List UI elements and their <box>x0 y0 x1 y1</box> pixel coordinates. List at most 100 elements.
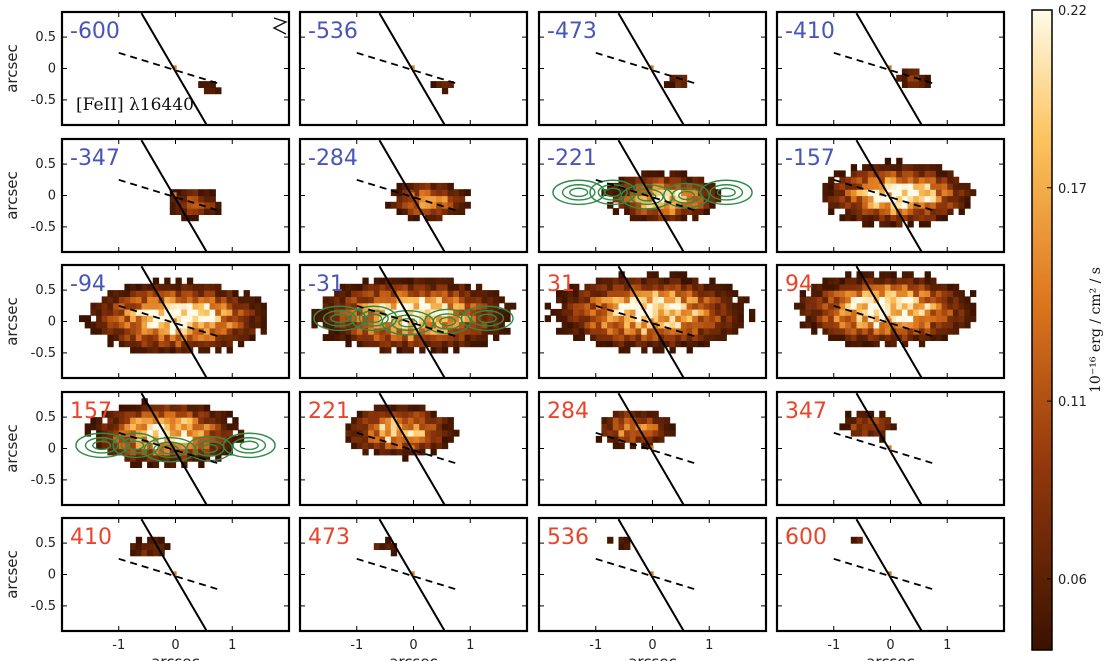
flux-pixel <box>209 208 216 215</box>
flux-pixel <box>430 189 437 197</box>
flux-pixel <box>624 208 631 215</box>
flux-pixel <box>175 308 182 316</box>
flux-pixel <box>209 81 216 88</box>
flux-pixel <box>612 182 620 190</box>
flux-pixel <box>447 340 454 348</box>
flux-pixel <box>243 334 250 341</box>
flux-pixel <box>141 346 148 354</box>
flux-pixel <box>629 334 637 341</box>
flux-pixel <box>839 327 846 335</box>
flux-pixel <box>873 334 880 341</box>
flux-pixel <box>732 290 739 297</box>
flux-pixel <box>158 315 165 323</box>
flux-pixel <box>601 334 608 341</box>
flux-pixel <box>856 327 863 335</box>
flux-pixel <box>845 208 852 215</box>
flux-pixel <box>862 296 869 304</box>
flux-pixel <box>873 176 880 184</box>
x-axis-title: arcsec <box>389 653 438 661</box>
flux-pixel <box>680 81 688 88</box>
flux-pixel <box>186 283 194 291</box>
colorbar-tick-label: 0.06 <box>1058 573 1087 588</box>
flux-pixel <box>879 315 886 323</box>
flux-pixel <box>487 327 494 335</box>
flux-pixel <box>255 302 262 310</box>
flux-pixel <box>646 182 654 190</box>
x-tick-label: 0 <box>409 638 417 653</box>
flux-pixel <box>181 340 188 348</box>
flux-pixel <box>607 315 614 323</box>
flux-pixel <box>913 334 920 341</box>
flux-pixel <box>658 340 665 348</box>
flux-pixel <box>447 302 454 310</box>
flux-pixel <box>703 327 710 335</box>
flux-pixel <box>896 74 903 82</box>
flux-pixel <box>226 296 233 304</box>
flux-pixel <box>703 201 710 209</box>
flux-pixel <box>737 321 744 329</box>
flux-pixel <box>658 321 665 329</box>
flux-pixel <box>430 290 437 297</box>
flux-pixel <box>328 327 335 335</box>
y-tick-label: -0.5 <box>31 346 56 361</box>
flux-pixel <box>345 423 352 431</box>
flux-pixel <box>447 195 454 203</box>
flux-pixel <box>147 435 154 443</box>
flux-pixel <box>578 290 585 297</box>
flux-pixel <box>345 340 352 348</box>
flux-pixel <box>390 290 398 297</box>
flux-pixel <box>624 543 631 550</box>
flux-pixel <box>441 429 449 437</box>
flux-pixel <box>260 327 267 335</box>
flux-pixel <box>141 290 148 297</box>
flux-pixel <box>811 327 818 335</box>
flux-pixel <box>124 315 131 323</box>
flux-pixel <box>828 195 835 203</box>
flux-pixel <box>680 189 688 197</box>
flux-pixel <box>879 214 886 222</box>
flux-pixel <box>607 340 614 348</box>
flux-pixel <box>441 327 449 335</box>
flux-pixel <box>856 208 863 215</box>
flux-pixel <box>907 164 914 171</box>
flux-pixel <box>493 334 500 341</box>
x-tick-label: 1 <box>943 638 951 653</box>
flux-pixel <box>130 461 137 468</box>
flux-pixel <box>901 182 909 190</box>
channel-panel-536: 536 <box>537 516 768 633</box>
flux-pixel <box>862 170 869 178</box>
flux-pixel <box>175 404 182 412</box>
channel-panel-31: 31 <box>537 263 768 380</box>
flux-pixel <box>856 423 863 431</box>
flux-pixel <box>879 429 886 437</box>
flux-pixel <box>379 417 386 424</box>
flux-pixel <box>890 340 897 348</box>
flux-pixel <box>697 321 705 329</box>
flux-pixel <box>373 327 381 335</box>
flux-pixel <box>130 327 137 335</box>
flux-pixel <box>867 220 875 228</box>
flux-pixel <box>135 543 143 550</box>
major-axis-line <box>855 518 923 632</box>
flux-pixel <box>901 321 909 329</box>
flux-pixel <box>101 327 108 335</box>
flux-pixel <box>856 410 863 418</box>
flux-pixel <box>890 220 897 228</box>
flux-pixel <box>379 334 386 341</box>
flux-pixel <box>669 290 676 297</box>
flux-pixel <box>697 340 705 348</box>
flux-pixel <box>896 157 903 165</box>
flux-pixel <box>158 283 165 291</box>
nucleus-pixel <box>649 445 654 450</box>
flux-pixel <box>209 327 216 335</box>
flux-pixel <box>692 208 699 215</box>
flux-pixel <box>901 271 909 279</box>
flux-pixel <box>879 296 886 304</box>
flux-pixel <box>130 334 137 341</box>
flux-pixel <box>862 271 869 279</box>
flux-pixel <box>663 201 671 209</box>
flux-pixel <box>192 283 199 291</box>
minor-axis-dashed-line <box>356 178 460 213</box>
emission-map <box>311 277 517 354</box>
flux-pixel <box>658 277 665 285</box>
